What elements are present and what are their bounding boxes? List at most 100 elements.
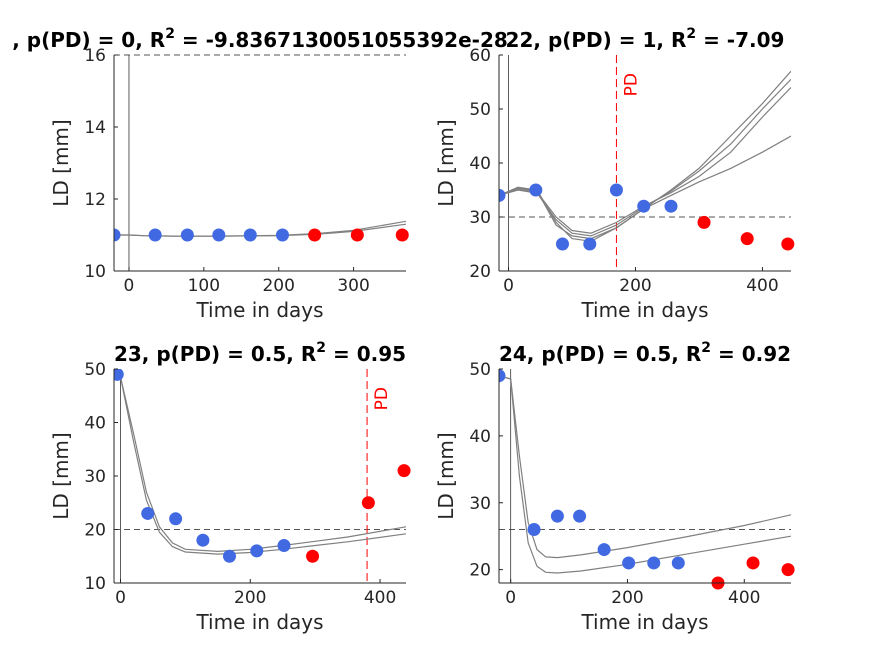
y-tick-label: 30 — [84, 467, 106, 487]
fit-curve-2 — [499, 375, 791, 574]
x-axis-label: Time in days — [195, 298, 323, 322]
chart-title: 23, p(PD) = 0.5, R2 = 0.95 — [114, 340, 406, 366]
predicted-point — [350, 228, 364, 242]
y-tick-label: 40 — [469, 427, 491, 447]
predicted-points — [306, 464, 411, 563]
predicted-point — [308, 228, 322, 242]
panel-3: PD 0 200 400 10 20 30 40 50 Time in days LD [mm] 23… — [49, 340, 411, 634]
observed-point — [637, 199, 651, 213]
observed-point — [114, 369, 124, 381]
chart-title: 22, p(PD) = 1, R2 = -7.09 — [506, 26, 785, 52]
y-tick-label: 60 — [469, 46, 491, 66]
x-tick-label: 300 — [337, 276, 369, 296]
chart-title-text: , p(PD) = 0, R — [12, 28, 165, 52]
observed-point — [169, 512, 183, 526]
panel-4: 0 200 400 20 30 40 50 Time in days LD [mm] 24, p(… — [434, 340, 795, 634]
chart-title-exponent: 2 — [165, 26, 175, 42]
observed-point — [180, 228, 194, 242]
chart-title-tail: = 0.95 — [326, 342, 406, 366]
x-tick-label: 200 — [619, 276, 651, 296]
y-axis-label: LD [mm] — [434, 119, 458, 206]
y-tick-label: 40 — [469, 154, 491, 174]
x-tick-label: 0 — [505, 588, 516, 608]
observed-points — [499, 183, 678, 251]
chart-title-exponent: 2 — [686, 26, 696, 42]
y-tick-label: 50 — [469, 360, 491, 380]
observed-point — [114, 228, 121, 242]
observed-point — [141, 506, 155, 520]
x-tick-label: 400 — [364, 588, 396, 608]
fit-curves — [114, 373, 406, 555]
chart-title-text: 23, p(PD) = 0.5, R — [114, 342, 316, 366]
y-tick-label: 50 — [469, 100, 491, 120]
fit-curve-4 — [499, 135, 791, 240]
observed-point — [277, 539, 291, 553]
observed-points — [499, 369, 685, 570]
chart-title: , p(PD) = 0, R2 = -9.8367130051055392e-2… — [12, 26, 508, 52]
observed-points — [114, 228, 289, 242]
y-tick-label: 50 — [84, 360, 106, 380]
predicted-point — [395, 228, 409, 242]
y-axis-label: LD [mm] — [434, 432, 458, 519]
predicted-point — [697, 215, 711, 229]
chart-title-text: 22, p(PD) = 1, R — [506, 28, 687, 52]
x-axis-label: Time in days — [580, 610, 708, 634]
observed-point — [671, 556, 685, 570]
observed-point — [622, 556, 636, 570]
observed-point — [664, 199, 678, 213]
x-axis-label: Time in days — [580, 298, 708, 322]
chart-title-tail: = 0.92 — [711, 342, 791, 366]
fit-curves — [499, 70, 791, 242]
x-axis-label: Time in days — [195, 610, 323, 634]
x-tick-label: 200 — [611, 588, 643, 608]
panel-2: PD 0 200 400 20 30 40 50 60 Time in days LD [mm] 22… — [434, 26, 795, 322]
y-tick-label: 20 — [84, 521, 106, 541]
observed-point — [212, 228, 226, 242]
y-axis-label: LD [mm] — [49, 432, 73, 519]
observed-point — [529, 183, 543, 197]
y-tick-label: 30 — [469, 494, 491, 514]
predicted-points — [308, 228, 409, 242]
x-tick-label: 200 — [234, 588, 266, 608]
fit-curve-1 — [499, 70, 791, 242]
chart-title-text: 24, p(PD) = 0.5, R — [499, 342, 701, 366]
observed-point — [573, 509, 587, 523]
observed-point — [647, 556, 661, 570]
x-tick-label: 0 — [115, 588, 126, 608]
observed-point — [550, 509, 564, 523]
x-tick-label: 0 — [503, 276, 514, 296]
x-tick-label: 200 — [262, 276, 294, 296]
observed-point — [243, 228, 257, 242]
predicted-point — [781, 563, 795, 577]
observed-point — [196, 533, 210, 547]
predicted-point — [397, 464, 411, 478]
y-tick-label: 40 — [84, 414, 106, 434]
predicted-point — [361, 496, 375, 510]
chart-title-exponent: 2 — [316, 340, 326, 356]
fit-curves — [499, 375, 791, 574]
y-tick-label: 12 — [84, 190, 106, 210]
y-tick-label: 20 — [469, 262, 491, 282]
panel-1: 0 100 200 300 10 12 14 16 Time in days LD [mm] , p… — [12, 26, 508, 322]
observed-point — [148, 228, 162, 242]
chart-title-tail: = -7.09 — [696, 28, 784, 52]
observed-point — [555, 237, 569, 251]
predicted-points — [697, 215, 795, 251]
chart-title-tail: = -9.8367130051055392e-28 — [175, 28, 508, 52]
y-axis-label: LD [mm] — [49, 119, 73, 206]
observed-point — [583, 237, 597, 251]
y-tick-label: 14 — [84, 118, 106, 138]
predicted-point — [746, 556, 760, 570]
x-tick-label: 0 — [124, 276, 135, 296]
y-tick-label: 10 — [84, 262, 106, 282]
y-tick-label: 16 — [84, 46, 106, 66]
predicted-point — [740, 232, 754, 246]
observed-point — [250, 544, 264, 558]
observed-point — [597, 543, 611, 557]
pd-label: PD — [621, 73, 641, 96]
observed-point — [609, 183, 623, 197]
y-tick-label: 20 — [469, 561, 491, 581]
observed-points — [114, 369, 291, 563]
predicted-point — [306, 549, 320, 563]
